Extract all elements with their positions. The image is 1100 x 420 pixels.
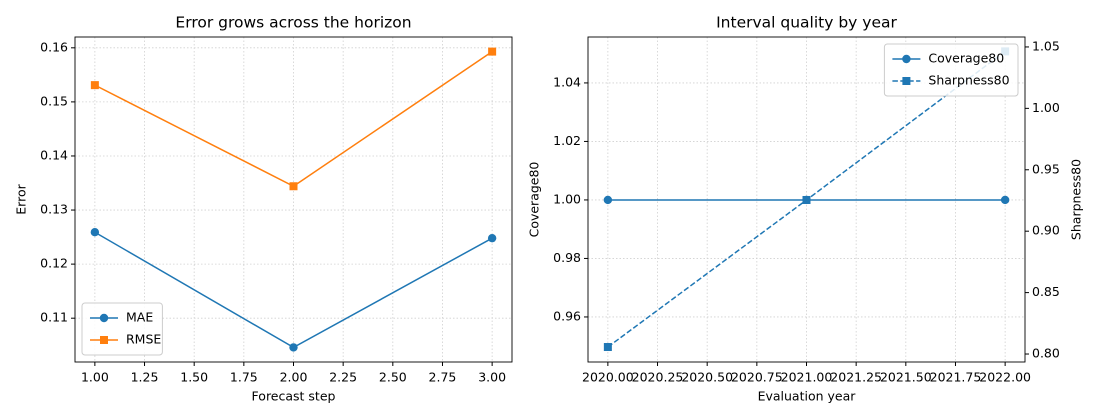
legend-label: MAE [126,310,153,325]
marker [487,233,497,243]
x-axis-label: Forecast step [252,389,336,404]
x-tick-label: 2.25 [329,370,357,385]
x-tick-label: 2.00 [280,370,308,385]
y-axis-label: Coverage80 [527,162,542,238]
x-tick-label: 1.00 [81,370,109,385]
y2-tick-label: 0.80 [1032,346,1060,361]
marker [1000,195,1010,205]
y-tick-label: 0.96 [553,308,581,323]
y-tick-label: 0.16 [40,39,68,54]
legend-label: Coverage80 [928,51,1004,66]
legend-box [883,43,1019,97]
plot-frame [587,36,1026,363]
marker [90,81,99,90]
x-tick-label: 2.75 [429,370,457,385]
marker [90,228,100,237]
y-tick-label: 1.00 [553,191,581,206]
y2-tick-label: 0.95 [1032,161,1060,176]
legend-marker [99,313,109,323]
x-tick-label: 1.25 [131,370,159,385]
x-tick-label: 2.50 [379,370,407,385]
x-tick-label: 2021.25 [830,370,882,385]
x-tick-label: 2020.25 [632,370,684,385]
marker [488,47,497,56]
legend-marker [100,336,108,344]
y2-axis-label: Sharpness80 [1069,159,1084,240]
x-tick-label: 2020.75 [731,370,783,385]
x-tick-label: 1.75 [230,370,258,385]
x-tick-label: 2021.50 [880,370,932,385]
y-tick-label: 1.02 [553,133,581,148]
y-axis-label: Error [14,183,29,214]
x-tick-label: 2022.00 [979,370,1031,385]
x-tick-label: 3.00 [478,370,506,385]
legend-marker [902,77,911,85]
x-tick-label: 2020.00 [582,370,634,385]
legend-label: RMSE [126,332,161,347]
marker [603,343,612,352]
chart-title: Interval quality by year [716,14,897,32]
chart-title: Error grows across the horizon [175,14,411,32]
y-tick-label: 0.12 [40,256,68,271]
x-tick-label: 2021.75 [930,370,982,385]
y-tick-label: 0.13 [40,202,68,217]
y2-tick-label: 0.85 [1032,284,1060,299]
marker [603,195,613,205]
x-tick-label: 2020.50 [681,370,733,385]
marker [289,343,298,352]
y-tick-label: 0.98 [553,250,581,265]
y2-tick-label: 1.00 [1032,100,1060,115]
y2-tick-label: 0.90 [1032,223,1060,238]
x-tick-label: 1.50 [180,370,208,385]
y-tick-label: 1.04 [553,74,581,89]
x-tick-label: 2021.00 [781,370,833,385]
x-axis-label: Evaluation year [758,389,857,404]
marker [802,195,811,204]
legend-label: Sharpness80 [928,73,1009,88]
legend-marker [902,54,911,64]
marker [289,182,298,191]
y-tick-label: 0.15 [40,93,68,108]
plot-frame [74,36,513,363]
y-tick-label: 0.11 [40,310,68,325]
y-tick-label: 0.14 [40,147,68,162]
y2-tick-label: 1.05 [1032,38,1060,53]
